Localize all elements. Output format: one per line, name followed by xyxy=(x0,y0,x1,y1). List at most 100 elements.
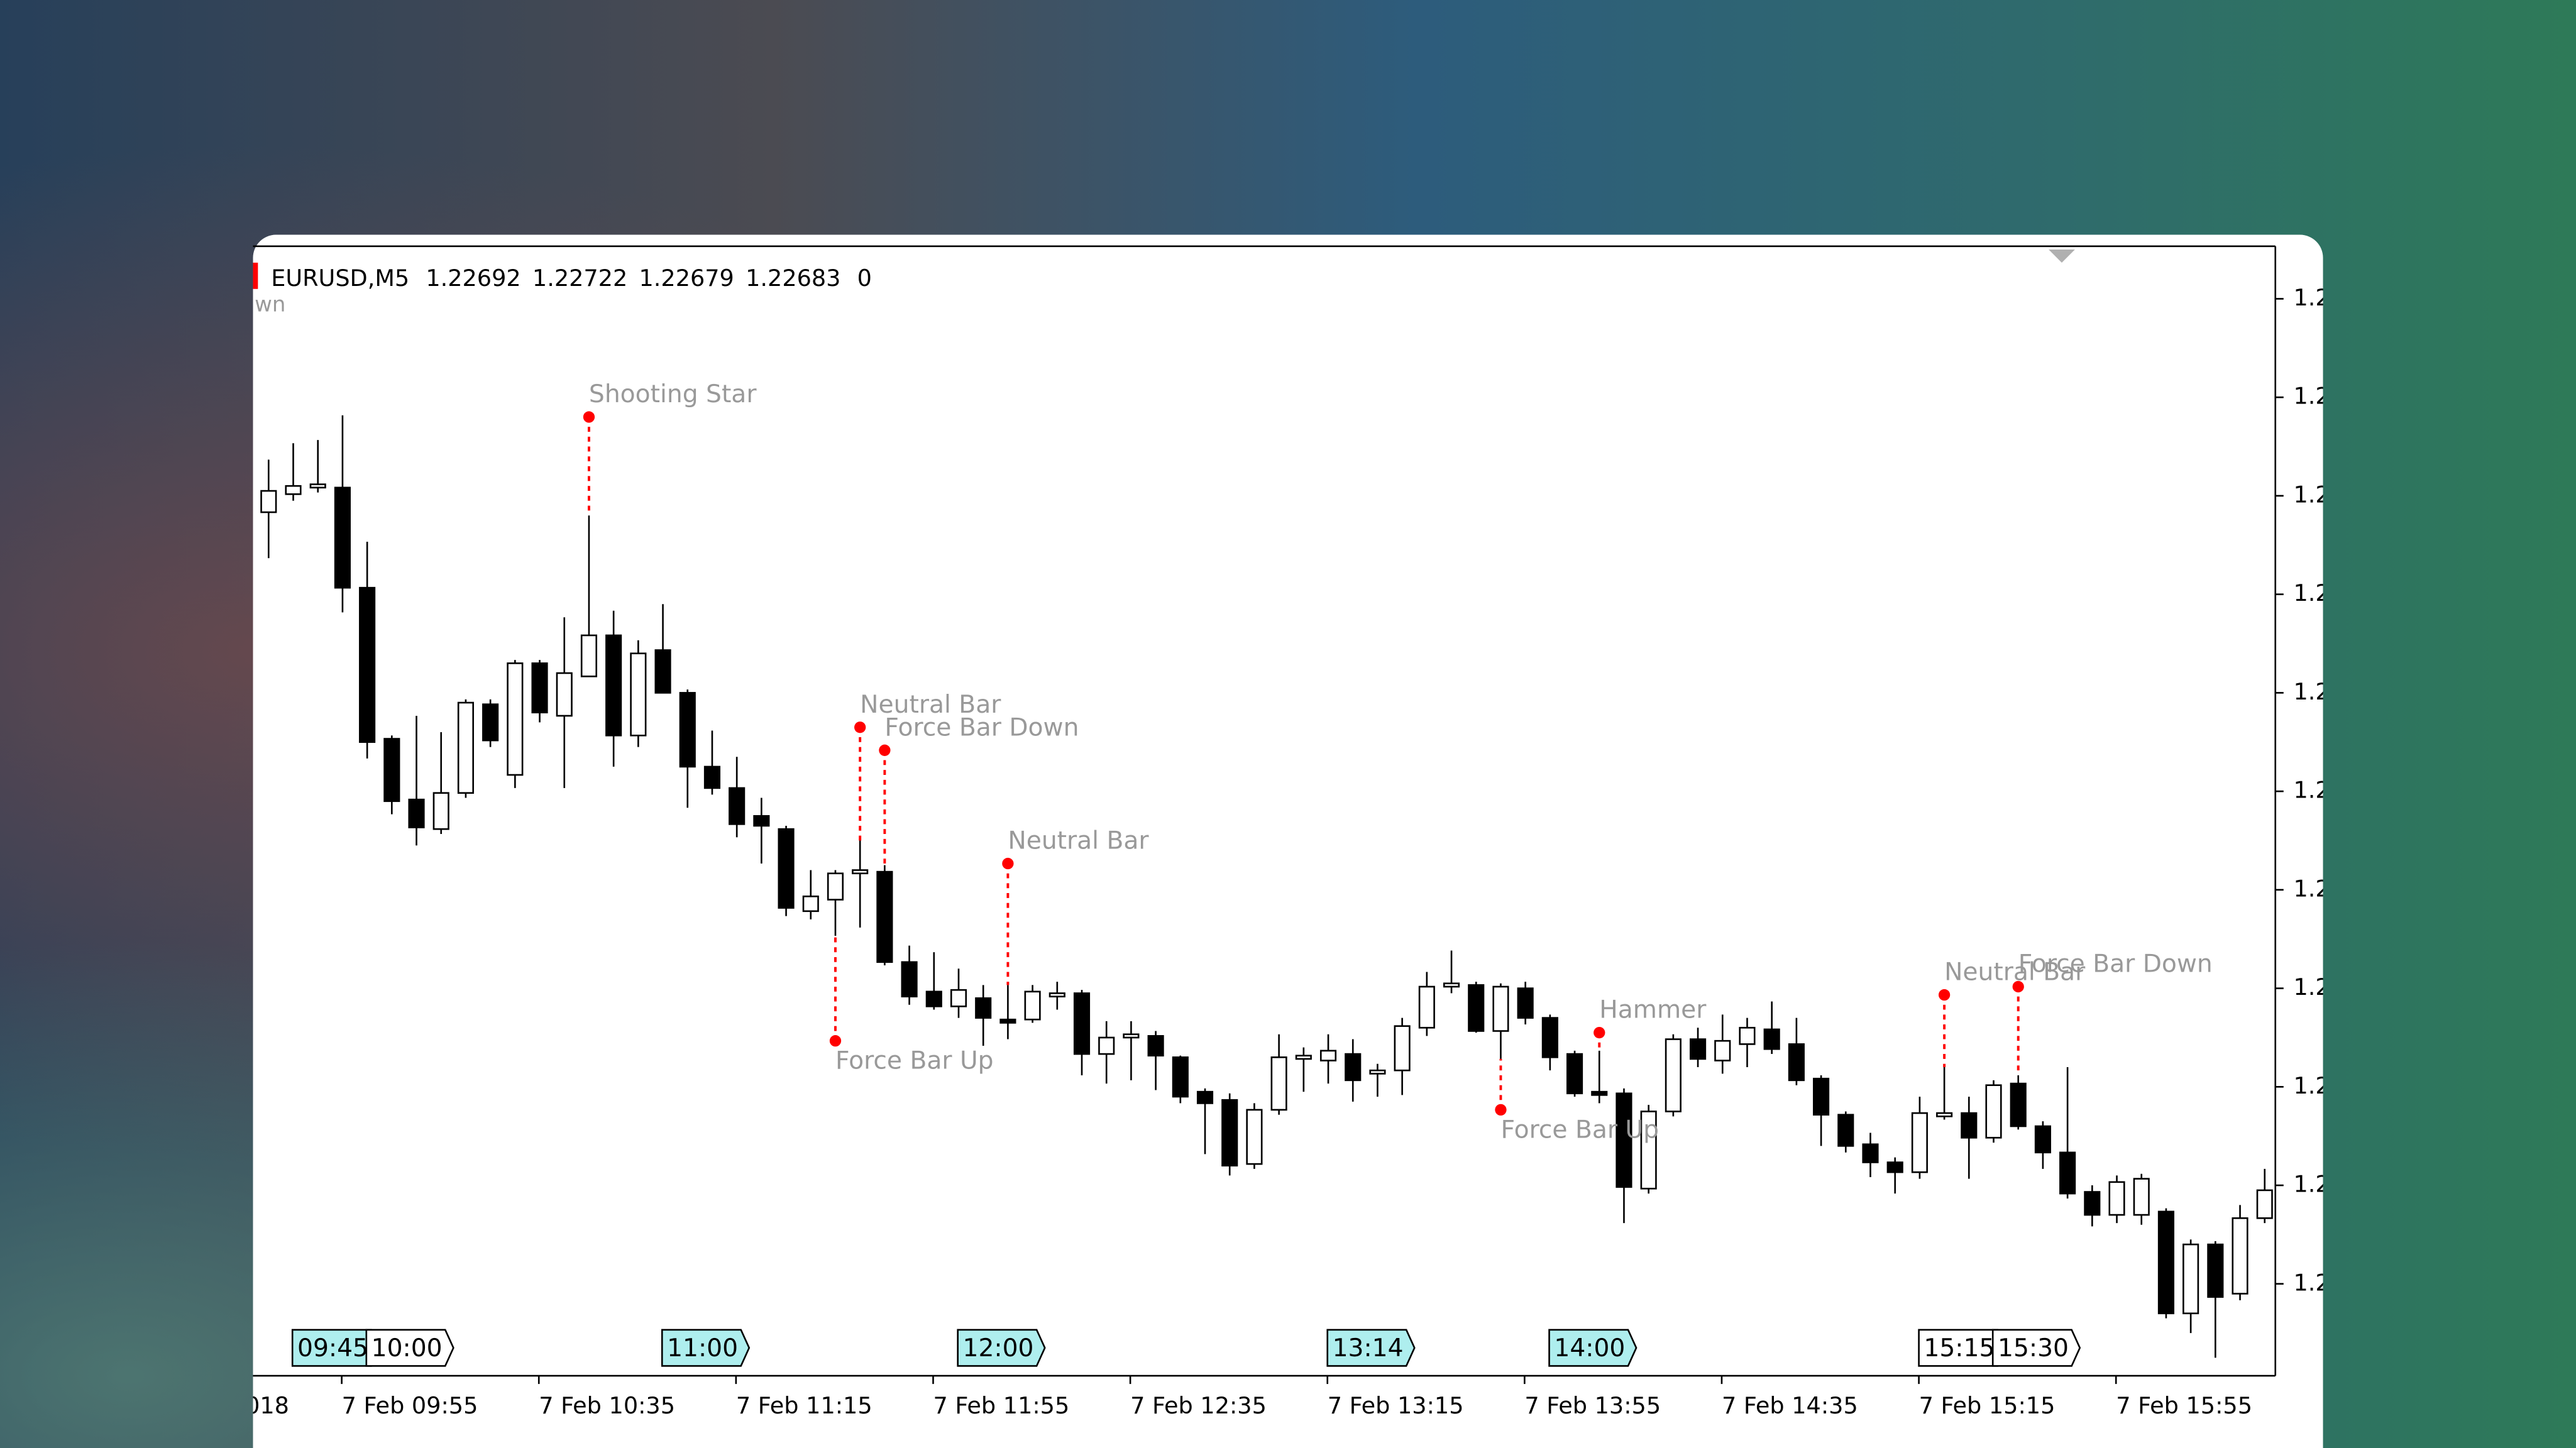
candle-body xyxy=(1566,1053,1583,1095)
annotation-dot xyxy=(1593,1026,1605,1039)
annotation-label: Hammer xyxy=(1599,996,1707,1024)
candle-body xyxy=(2232,1217,2248,1295)
time-flag xyxy=(957,1329,1046,1367)
candle-body xyxy=(1837,1114,1854,1147)
candle-body xyxy=(654,649,671,694)
time-flag xyxy=(1991,1329,2081,1367)
annotation-dot xyxy=(2012,980,2024,993)
y-tick-label: 1.2 xyxy=(2293,875,2330,902)
candle-body xyxy=(1270,1056,1287,1111)
candle-body xyxy=(1936,1112,1953,1117)
candle-body xyxy=(1098,1036,1115,1055)
header-open: 1.22692 xyxy=(426,265,520,292)
candle-body xyxy=(679,692,696,768)
candle-body xyxy=(1418,985,1435,1029)
window xyxy=(253,234,2323,1448)
candle-body xyxy=(1739,1026,1756,1045)
candle-body xyxy=(359,586,376,743)
annotation-label: Shooting Star xyxy=(589,380,757,409)
candle-body xyxy=(1517,987,1534,1019)
candle-body xyxy=(482,703,499,742)
candle-body xyxy=(1690,1038,1707,1060)
time-flag xyxy=(661,1329,751,1367)
x-tick-label: 7 Feb 10:35 xyxy=(539,1392,675,1419)
time-flag-label: 10:00 xyxy=(372,1334,443,1363)
candle-body xyxy=(1813,1077,1830,1116)
candle-body xyxy=(1616,1092,1632,1188)
candle-body xyxy=(1049,992,1065,997)
candle-body xyxy=(1665,1038,1682,1112)
candle-body xyxy=(852,869,869,875)
time-flag xyxy=(1548,1329,1638,1367)
candle-body xyxy=(1640,1111,1657,1190)
candle-body xyxy=(2108,1181,2125,1216)
candle-body xyxy=(2059,1151,2076,1195)
candle-body xyxy=(1221,1099,1238,1166)
time-flag-label: 15:30 xyxy=(1998,1334,2069,1363)
candle-body xyxy=(876,870,893,963)
legend-cut-text: wn xyxy=(255,292,285,317)
y-tick-label: 1.2 xyxy=(2293,383,2330,410)
candle-body xyxy=(1172,1056,1189,1098)
symbol: EURUSD,M5 xyxy=(271,265,409,292)
candle-body xyxy=(408,798,425,828)
y-tick-label: 1.2 xyxy=(2293,1171,2330,1198)
shift-marker xyxy=(2049,250,2075,263)
candle-body xyxy=(703,765,721,789)
time-flag-label: 15:15 xyxy=(1924,1334,1995,1363)
y-tick-label: 1.2 xyxy=(2293,678,2330,705)
annotation-dot xyxy=(583,411,595,423)
x-tick-label: 7 Feb 11:55 xyxy=(933,1392,1069,1419)
chart-header: EURUSD,M5 1.22692 1.22722 1.22679 1.22683 0 xyxy=(271,265,872,292)
annotation-label: Force Bar Down xyxy=(884,713,1079,742)
annotation-label: Force Bar Up xyxy=(1500,1116,1659,1144)
header-low: 1.22679 xyxy=(639,265,734,292)
x-tick-label: 7 Feb 09:55 xyxy=(342,1392,478,1419)
candle-body xyxy=(1763,1028,1780,1050)
candle-body xyxy=(1911,1112,1928,1173)
header-high: 1.22722 xyxy=(532,265,627,292)
candle-body xyxy=(309,483,326,489)
candle-body xyxy=(729,787,746,825)
candle-body xyxy=(1246,1109,1263,1165)
annotation-label: Force Bar Down xyxy=(2018,950,2213,979)
candle-body xyxy=(1196,1090,1214,1104)
candle-body xyxy=(975,997,992,1019)
time-flag xyxy=(365,1329,454,1367)
candle-body xyxy=(901,961,918,997)
candle-body xyxy=(2182,1243,2199,1315)
candle-body xyxy=(2256,1189,2273,1219)
time-flag-label: 12:00 xyxy=(963,1334,1034,1363)
annotation-label: Force Bar Up xyxy=(835,1047,994,1075)
y-tick-label: 1.2 xyxy=(2293,974,2330,1001)
time-flag xyxy=(1326,1329,1416,1367)
candle-body xyxy=(1591,1090,1608,1096)
candle-body xyxy=(827,872,844,901)
candle-body xyxy=(2084,1191,2101,1216)
candle-body xyxy=(925,990,942,1007)
candle-body xyxy=(753,814,770,827)
annotation-dot xyxy=(854,721,866,733)
x-tick-label: 7 Feb 15:55 xyxy=(2116,1392,2252,1419)
annotation-dot xyxy=(1002,857,1014,870)
candle-body xyxy=(531,662,548,714)
candle-body xyxy=(1886,1161,1903,1173)
y-tick-label: 1.2 xyxy=(2293,579,2330,606)
candle-body xyxy=(802,895,819,913)
candle-body xyxy=(2157,1210,2174,1315)
candle-body xyxy=(383,738,400,803)
x-tick-label: 7 Feb 14:35 xyxy=(1722,1392,1858,1419)
candle-body xyxy=(1492,985,1509,1032)
y-tick-label: 1.2 xyxy=(2293,481,2330,508)
candle-body xyxy=(1985,1084,2002,1139)
time-flag-label: 14:00 xyxy=(1554,1334,1625,1363)
x-tick-label: 7 Feb 13:15 xyxy=(1328,1392,1464,1419)
candle-body xyxy=(556,672,573,717)
annotation-dot xyxy=(1938,989,1951,1001)
time-flag-label: 09:45 xyxy=(297,1334,368,1363)
candle-body xyxy=(1394,1025,1411,1072)
candle-body xyxy=(260,490,277,513)
candle-body xyxy=(1369,1069,1386,1075)
